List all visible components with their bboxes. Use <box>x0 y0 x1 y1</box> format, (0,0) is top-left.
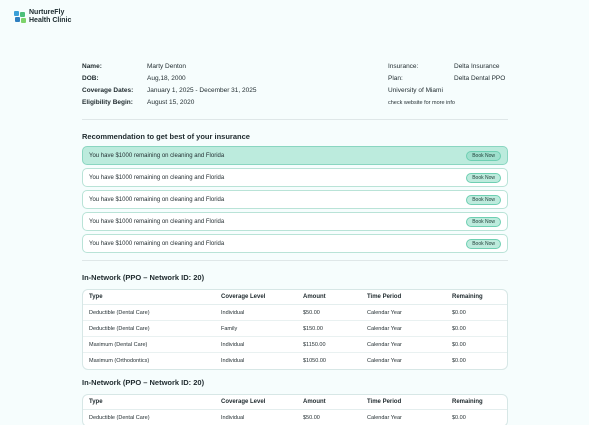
dob-value: Aug,18, 2000 <box>147 75 186 82</box>
network-title: In-Network (PPO – Network ID: 20) <box>82 378 205 387</box>
table-cell: Family <box>215 321 297 337</box>
name-value: Marty Denton <box>147 63 187 70</box>
table-cell: $150.00 <box>297 321 361 337</box>
table-cell: Calendar Year <box>361 321 446 337</box>
table-cell: $1050.00 <box>303 358 326 364</box>
column-header: Amount <box>297 290 361 305</box>
table-cell: Maximum (Dental Care) <box>83 337 215 353</box>
network-title: In-Network (PPO – Network ID: 20) <box>82 273 205 282</box>
table-cell: $50.00 <box>303 415 320 421</box>
table-row: Deductible (Dental Care) Individual $50.… <box>83 305 507 321</box>
main-content: Name: Marty Denton DOB: Aug,18, 2000 Cov… <box>82 62 508 425</box>
table-row: Deductible (Dental Care) Family $150.00 … <box>83 321 507 337</box>
column-header: Coverage Level <box>215 290 297 305</box>
table-cell: $0.00 <box>446 305 507 321</box>
table-cell: Individual <box>215 337 297 353</box>
table-cell: Individual <box>221 358 245 364</box>
book-now-button[interactable]: Book Now <box>466 150 501 161</box>
table-cell: Calendar Year <box>367 358 402 364</box>
network-table: Type Coverage Level Amount Time Period R… <box>82 394 508 425</box>
clinic-logo[interactable]: NurtureFly Health Clinic <box>14 9 71 24</box>
column-header: Coverage Level <box>215 395 297 410</box>
column-header: Time Period <box>361 395 446 410</box>
recommendation-text: You have $1000 remaining on cleaning and… <box>89 240 225 247</box>
table-cell: $0.00 <box>446 337 507 353</box>
column-header: Remaining <box>446 290 507 305</box>
table-cell: $0.00 <box>452 415 466 421</box>
table-cell: Deductible (Dental Care) <box>89 415 150 421</box>
book-now-button[interactable]: Book Now <box>466 172 501 183</box>
recommendation-text: You have $1000 remaining on cleaning and… <box>89 218 225 225</box>
table-cell: Deductible (Dental Care) <box>83 321 215 337</box>
recommendation-item[interactable]: You have $1000 remaining on cleaning and… <box>82 190 508 209</box>
table-cell: $1150.00 <box>297 337 361 353</box>
recommendations-title: Recommendation to get best of your insur… <box>82 132 250 141</box>
insurance-label: Insurance: <box>388 63 419 70</box>
table-row: Maximum (Dental Care) Individual $1150.0… <box>83 337 507 353</box>
recommendation-item[interactable]: You have $1000 remaining on cleaning and… <box>82 234 508 253</box>
logo-cross-icon <box>14 10 26 23</box>
clinic-name: NurtureFly Health Clinic <box>29 9 72 24</box>
table-cell: Calendar Year <box>361 337 446 353</box>
table-cell: $50.00 <box>297 305 361 321</box>
column-header: Type <box>83 395 215 410</box>
table-cell: $0.00 <box>452 358 466 364</box>
table-cell: Maximum (Orthodontics) <box>89 358 150 364</box>
recommendation-item[interactable]: You have $1000 remaining on cleaning and… <box>82 212 508 231</box>
book-now-button[interactable]: Book Now <box>466 238 501 249</box>
table-cell: Calendar Year <box>361 305 446 321</box>
recommendation-item[interactable]: You have $1000 remaining on cleaning and… <box>82 146 508 165</box>
recommendation-item[interactable]: You have $1000 remaining on cleaning and… <box>82 168 508 187</box>
coverage-value: January 1, 2025 - December 31, 2025 <box>147 87 257 94</box>
book-now-button[interactable]: Book Now <box>466 216 501 227</box>
book-now-button[interactable]: Book Now <box>466 194 501 205</box>
eligibility-label: Eligibility Begin: <box>82 99 133 106</box>
plan-label: Plan: <box>388 75 403 82</box>
recommendations-list: You have $1000 remaining on cleaning and… <box>82 146 508 253</box>
table-row: Maximum (Orthodontics) Individual $1050.… <box>83 353 507 369</box>
table-header-row: Type Coverage Level Amount Time Period R… <box>83 290 507 305</box>
recommendation-text: You have $1000 remaining on cleaning and… <box>89 152 225 159</box>
dob-label: DOB: <box>82 75 99 82</box>
coverage-label: Coverage Dates: <box>82 87 134 94</box>
university-text: University of Miami <box>388 87 443 94</box>
recommendation-text: You have $1000 remaining on cleaning and… <box>89 174 225 181</box>
table-cell: Individual <box>221 415 245 421</box>
table-header-row: Type Coverage Level Amount Time Period R… <box>83 395 507 410</box>
insurance-value: Delta Insurance <box>454 63 500 70</box>
divider <box>82 119 508 120</box>
column-header: Amount <box>297 395 361 410</box>
recommendation-text: You have $1000 remaining on cleaning and… <box>89 196 225 203</box>
table-cell: $0.00 <box>446 321 507 337</box>
table-cell: Individual <box>215 305 297 321</box>
network-table: Type Coverage Level Amount Time Period R… <box>82 289 508 370</box>
table-cell: Deductible (Dental Care) <box>83 305 215 321</box>
plan-value: Delta Dental PPO <box>454 75 506 82</box>
table-row: Deductible (Dental Care) Individual $50.… <box>83 410 507 425</box>
more-info-link[interactable]: check website for more info <box>388 100 455 106</box>
patient-info: Name: Marty Denton DOB: Aug,18, 2000 Cov… <box>82 62 508 112</box>
column-header: Time Period <box>361 290 446 305</box>
eligibility-value: August 15, 2020 <box>147 99 195 106</box>
column-header: Remaining <box>446 395 507 410</box>
divider <box>82 260 508 261</box>
name-label: Name: <box>82 63 102 70</box>
table-cell: Calendar Year <box>367 415 402 421</box>
column-header: Type <box>83 290 215 305</box>
